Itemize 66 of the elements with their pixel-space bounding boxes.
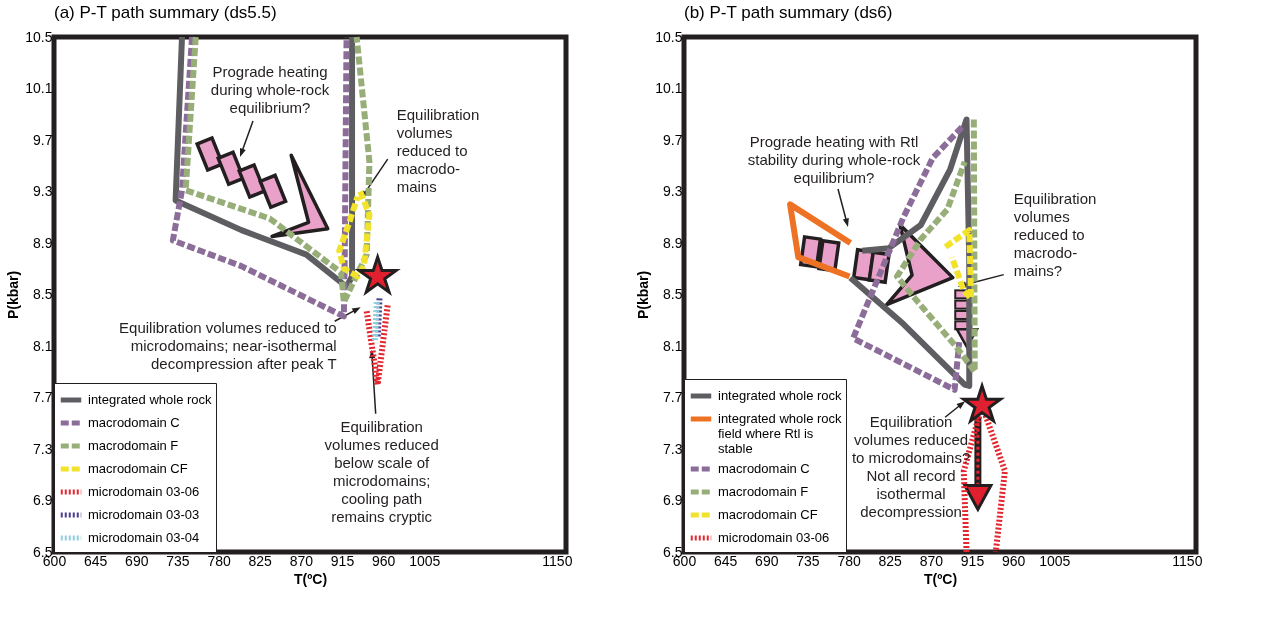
x-tick-label: 960 <box>371 552 396 569</box>
y-tick-label: 6.9 <box>33 492 53 508</box>
legend-label: integrated whole rock field where Rtl is stable <box>718 411 843 456</box>
y-tick-label: 8.1 <box>33 337 53 354</box>
annotation: Prograde heating during whole-rock equilibrium? <box>210 63 330 116</box>
x-tick-label: 780 <box>207 552 231 569</box>
y-tick-label: 10.5 <box>25 28 53 45</box>
x-tick-label: 780 <box>837 552 861 569</box>
chart-title: (b) P-T path summary (ds6) <box>684 3 893 22</box>
x-tick-label: 825 <box>878 552 903 569</box>
legend-label: macrodomain CF <box>88 461 188 476</box>
y-tick-label: 10.1 <box>655 80 683 96</box>
y-tick-label: 7.7 <box>663 389 683 405</box>
y-tick-label: 6.9 <box>663 492 683 508</box>
x-tick-label: 645 <box>83 552 108 569</box>
y-axis-title: P(kbar) <box>635 270 652 320</box>
x-tick-label: 645 <box>713 552 738 569</box>
y-axis-title: P(kbar) <box>5 270 22 320</box>
legend-label: microdomain 03-06 <box>88 484 200 499</box>
legend-label: integrated whole rock <box>88 392 213 407</box>
y-tick-label: 9.3 <box>33 183 53 199</box>
y-tick-label: 8.5 <box>663 286 683 302</box>
legend-label: microdomain 03-06 <box>718 530 830 545</box>
annotation: Equilibration volumes reduced below scale of microdomains; cooling path remains cryptic <box>324 417 439 525</box>
x-tick-label: 735 <box>796 552 820 569</box>
legend-label: microdomain 03-03 <box>88 507 200 522</box>
y-tick-label: 7.3 <box>663 440 683 457</box>
legend-label: macrodomain F <box>718 484 809 499</box>
annotation: Equilibration volumes reduced to microdomains; near-isothermal decompression after peak T <box>119 319 337 373</box>
annotation: Prograde heating with Rtl stability during whole-rock equilibrium? <box>747 133 921 186</box>
x-tick-label: 690 <box>755 552 779 569</box>
y-tick-label: 8.9 <box>663 234 683 251</box>
y-tick-label: 7.3 <box>33 440 53 457</box>
y-tick-label: 9.7 <box>663 131 683 148</box>
x-tick-label: 690 <box>125 552 149 569</box>
x-tick-label: 825 <box>248 552 273 569</box>
legend-label: macrodomain CF <box>718 507 818 522</box>
legend-label: macrodomain C <box>88 415 180 430</box>
y-tick-label: 8.5 <box>33 286 53 302</box>
y-tick-label: 8.1 <box>663 337 683 354</box>
x-axis-title: T(ºC) <box>923 570 958 587</box>
x-tick-label: 870 <box>289 552 314 569</box>
annotation: Equilibration volumes reduced to microdomains? Not all record isothermal decompression <box>851 413 971 521</box>
x-tick-label: 915 <box>960 552 985 569</box>
legend-label: macrodomain F <box>88 438 179 453</box>
x-tick-label: 960 <box>1001 552 1026 569</box>
x-tick-label: 915 <box>330 552 355 569</box>
x-tick-label: 1005 <box>409 552 441 569</box>
x-tick-label: 870 <box>919 552 944 569</box>
x-tick-label: 1150 <box>542 552 573 569</box>
y-tick-label: 8.9 <box>33 234 53 251</box>
y-tick-label: 10.1 <box>25 80 53 96</box>
x-tick-label: 1150 <box>1172 552 1203 569</box>
y-tick-label: 9.3 <box>663 183 683 199</box>
legend-label: microdomain 03-04 <box>88 530 200 545</box>
legend-label: integrated whole rock <box>718 388 843 403</box>
y-tick-label: 9.7 <box>33 131 53 148</box>
x-tick-label: 735 <box>166 552 190 569</box>
y-tick-label: 10.5 <box>655 28 683 45</box>
x-axis-title: T(ºC) <box>293 570 328 587</box>
y-tick-label: 7.7 <box>33 389 53 405</box>
annotation: Equilibration volumes reduced to macrodo- mains <box>396 106 480 196</box>
chart-title: (a) P-T path summary (ds5.5) <box>54 3 277 22</box>
x-tick-label: 1005 <box>1039 552 1071 569</box>
legend-label: macrodomain C <box>718 461 810 476</box>
annotation: Equilibration volumes reduced to macrodo- mains? <box>1013 189 1097 279</box>
